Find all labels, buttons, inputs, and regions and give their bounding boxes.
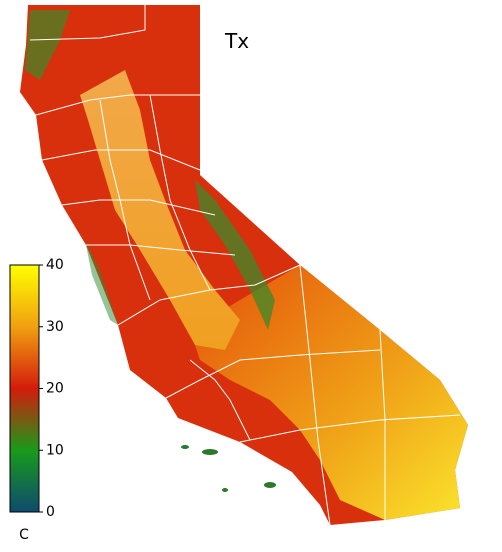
island — [264, 482, 276, 488]
mountains-north — [25, 10, 70, 80]
colorbar-tick-label: 30 — [46, 319, 64, 335]
central-valley — [80, 70, 240, 350]
colorbar-tick-label: 10 — [46, 442, 64, 458]
island — [181, 445, 189, 449]
california-map — [20, 5, 468, 526]
coast-range — [85, 240, 118, 325]
colorbar-tick-label: 40 — [46, 257, 64, 273]
county-lines — [29, 5, 461, 526]
island — [202, 449, 218, 455]
colorbar — [9, 264, 40, 513]
map-title: Tx — [224, 29, 249, 53]
colorbar-tick-label: 20 — [46, 381, 64, 397]
colorbar-scale — [9, 264, 40, 513]
colorbar-unit: C — [19, 527, 29, 543]
colorbar-tick-label: 0 — [46, 504, 55, 520]
island — [222, 488, 228, 492]
desert-region — [190, 265, 468, 520]
